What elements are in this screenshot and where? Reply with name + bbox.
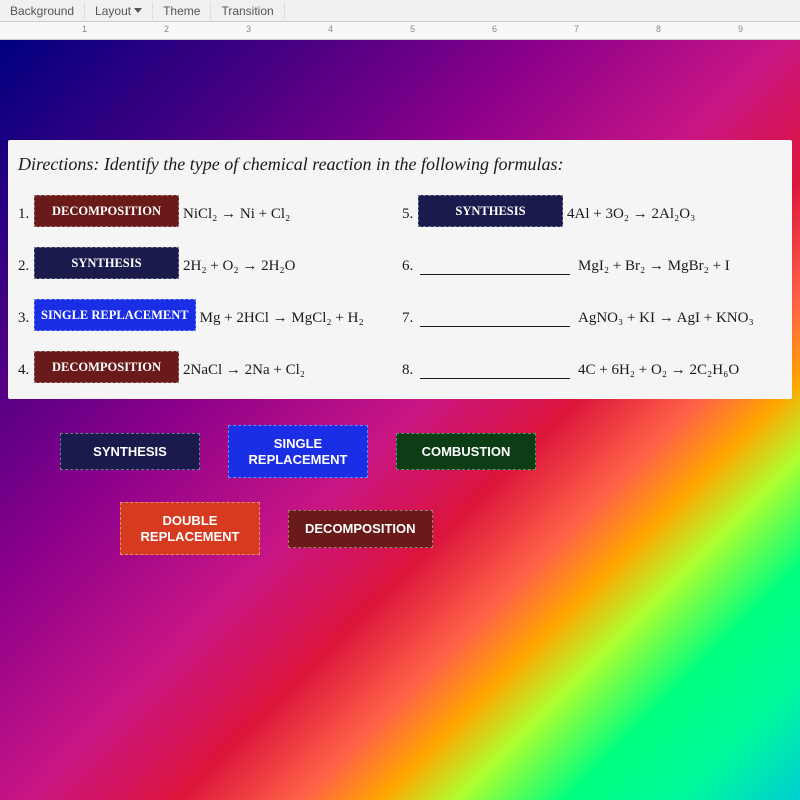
chip-row-1: SYNTHESIS SINGLEREPLACEMENT COMBUSTION — [30, 425, 770, 478]
ruler-mark: 8 — [656, 24, 661, 34]
item-number: 8. — [402, 362, 418, 381]
formula-text: NiCl₂ → Ni + Cl₂ — [179, 206, 290, 225]
reaction-type-label[interactable]: SINGLE REPLACEMENT — [34, 299, 196, 331]
reaction-grid: 1.DECOMPOSITIONNiCl₂ → Ni + Cl₂5.SYNTHES… — [18, 185, 782, 381]
draggable-label-chip[interactable]: SYNTHESIS — [60, 433, 200, 471]
formula-text: Mg + 2HCl → MgCl₂ + H₂ — [196, 310, 364, 329]
draggable-label-chip[interactable]: DECOMPOSITION — [288, 510, 433, 548]
slide-canvas: Directions: Identify the type of chemica… — [0, 40, 800, 800]
formula-text: AgNO₃ + KI → AgI + KNO₃ — [574, 310, 754, 329]
toolbar: BackgroundLayoutThemeTransition — [0, 0, 800, 22]
ruler-mark: 7 — [574, 24, 579, 34]
blank-answer-line[interactable] — [420, 307, 570, 327]
reaction-item: 7. AgNO₃ + KI → AgI + KNO₃ — [402, 289, 782, 329]
ruler-mark: 6 — [492, 24, 497, 34]
item-number: 7. — [402, 310, 418, 329]
item-number: 5. — [402, 206, 418, 225]
draggable-label-chip[interactable]: COMBUSTION — [396, 433, 536, 471]
formula-text: 2NaCl → 2Na + Cl₂ — [179, 362, 305, 381]
formula-text: MgI₂ + Br₂ → MgBr₂ + I — [574, 258, 730, 277]
reaction-item: 3.SINGLE REPLACEMENTMg + 2HCl → MgCl₂ + … — [18, 289, 398, 329]
draggable-label-chip[interactable]: SINGLEREPLACEMENT — [228, 425, 368, 478]
formula-text: 2H₂ + O₂ → 2H₂O — [179, 258, 295, 277]
reaction-type-label[interactable]: DECOMPOSITION — [34, 351, 179, 383]
chip-area: SYNTHESIS SINGLEREPLACEMENT COMBUSTION DOU… — [0, 399, 800, 605]
item-number: 1. — [18, 206, 34, 225]
blank-answer-line[interactable] — [420, 359, 570, 379]
reaction-item: 5.SYNTHESIS4Al + 3O₂ → 2Al₂O₃ — [402, 185, 782, 225]
reaction-item: 6. MgI₂ + Br₂ → MgBr₂ + I — [402, 237, 782, 277]
toolbar-theme[interactable]: Theme — [153, 2, 211, 20]
reaction-item: 4.DECOMPOSITION2NaCl → 2Na + Cl₂ — [18, 341, 398, 381]
ruler-mark: 2 — [164, 24, 169, 34]
item-number: 2. — [18, 258, 34, 277]
chevron-down-icon — [134, 8, 142, 13]
toolbar-background[interactable]: Background — [0, 2, 85, 20]
item-number: 6. — [402, 258, 418, 277]
ruler-mark: 1 — [82, 24, 87, 34]
worksheet-panel: Directions: Identify the type of chemica… — [8, 140, 792, 399]
ruler-mark: 3 — [246, 24, 251, 34]
reaction-item: 1.DECOMPOSITIONNiCl₂ → Ni + Cl₂ — [18, 185, 398, 225]
draggable-label-chip[interactable]: DOUBLEREPLACEMENT — [120, 502, 260, 555]
toolbar-layout[interactable]: Layout — [85, 2, 153, 20]
reaction-item: 8. 4C + 6H₂ + O₂ → 2C₂H₆O — [402, 341, 782, 381]
item-number: 3. — [18, 310, 34, 329]
reaction-type-label[interactable]: DECOMPOSITION — [34, 195, 179, 227]
item-number: 4. — [18, 362, 34, 381]
ruler: 1 2 3 4 5 6 7 8 9 — [0, 22, 800, 40]
toolbar-transition[interactable]: Transition — [211, 2, 284, 20]
reaction-type-label[interactable]: SYNTHESIS — [34, 247, 179, 279]
chip-row-2: DOUBLEREPLACEMENT DECOMPOSITION — [30, 502, 770, 555]
blank-answer-line[interactable] — [420, 255, 570, 275]
ruler-mark: 4 — [328, 24, 333, 34]
ruler-mark: 5 — [410, 24, 415, 34]
reaction-type-label[interactable]: SYNTHESIS — [418, 195, 563, 227]
formula-text: 4C + 6H₂ + O₂ → 2C₂H₆O — [574, 362, 739, 381]
ruler-mark: 9 — [738, 24, 743, 34]
formula-text: 4Al + 3O₂ → 2Al₂O₃ — [563, 206, 695, 225]
reaction-item: 2.SYNTHESIS2H₂ + O₂ → 2H₂O — [18, 237, 398, 277]
directions-text: Directions: Identify the type of chemica… — [18, 154, 782, 175]
